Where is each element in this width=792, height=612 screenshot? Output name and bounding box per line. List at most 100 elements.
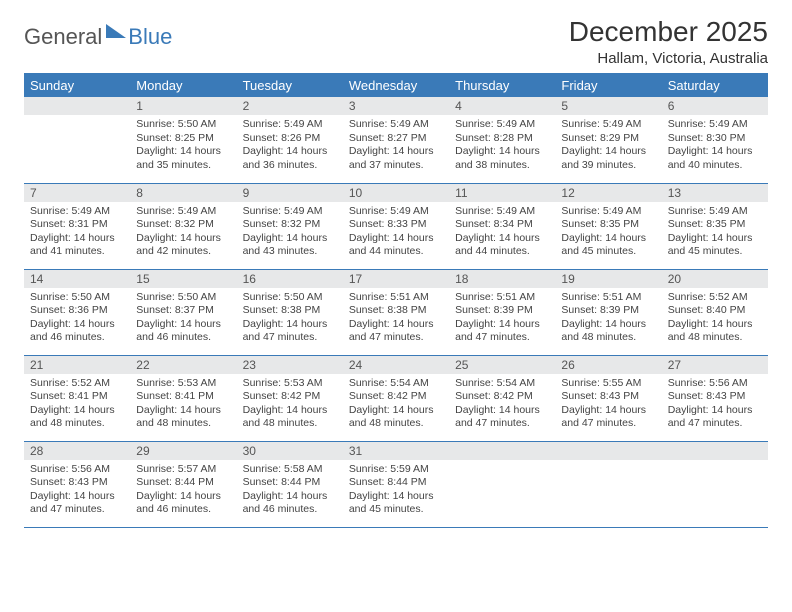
day-number: 20 (662, 270, 768, 288)
daylight-line: Daylight: 14 hours and 47 minutes. (30, 490, 124, 517)
day-data: Sunrise: 5:49 AMSunset: 8:29 PMDaylight:… (555, 115, 661, 178)
daylight-line: Daylight: 14 hours and 47 minutes. (561, 404, 655, 431)
calendar-cell: 19Sunrise: 5:51 AMSunset: 8:39 PMDayligh… (555, 269, 661, 355)
daylight-line: Daylight: 14 hours and 47 minutes. (349, 318, 443, 345)
sunrise-line: Sunrise: 5:49 AM (561, 118, 655, 132)
sunrise-line: Sunrise: 5:50 AM (136, 291, 230, 305)
calendar-cell: 15Sunrise: 5:50 AMSunset: 8:37 PMDayligh… (130, 269, 236, 355)
sunset-line: Sunset: 8:42 PM (349, 390, 443, 404)
day-header: Tuesday (237, 74, 343, 98)
sunrise-line: Sunrise: 5:55 AM (561, 377, 655, 391)
day-number: 2 (237, 97, 343, 115)
calendar-cell (24, 97, 130, 183)
day-number: 12 (555, 184, 661, 202)
day-number: 6 (662, 97, 768, 115)
day-data: Sunrise: 5:56 AMSunset: 8:43 PMDaylight:… (24, 460, 130, 523)
day-data: Sunrise: 5:49 AMSunset: 8:32 PMDaylight:… (237, 202, 343, 265)
day-data: Sunrise: 5:51 AMSunset: 8:39 PMDaylight:… (555, 288, 661, 351)
day-data: Sunrise: 5:54 AMSunset: 8:42 PMDaylight:… (449, 374, 555, 437)
day-number: 14 (24, 270, 130, 288)
sunset-line: Sunset: 8:39 PM (455, 304, 549, 318)
day-number: 11 (449, 184, 555, 202)
calendar-week: 1Sunrise: 5:50 AMSunset: 8:25 PMDaylight… (24, 97, 768, 183)
daylight-line: Daylight: 14 hours and 47 minutes. (243, 318, 337, 345)
day-data: Sunrise: 5:49 AMSunset: 8:32 PMDaylight:… (130, 202, 236, 265)
sunrise-line: Sunrise: 5:56 AM (30, 463, 124, 477)
sunset-line: Sunset: 8:34 PM (455, 218, 549, 232)
daylight-line: Daylight: 14 hours and 45 minutes. (561, 232, 655, 259)
daylight-line: Daylight: 14 hours and 43 minutes. (243, 232, 337, 259)
sunset-line: Sunset: 8:44 PM (136, 476, 230, 490)
day-data: Sunrise: 5:52 AMSunset: 8:41 PMDaylight:… (24, 374, 130, 437)
sunset-line: Sunset: 8:43 PM (561, 390, 655, 404)
sunrise-line: Sunrise: 5:50 AM (136, 118, 230, 132)
day-data: Sunrise: 5:52 AMSunset: 8:40 PMDaylight:… (662, 288, 768, 351)
daylight-line: Daylight: 14 hours and 48 minutes. (349, 404, 443, 431)
sunset-line: Sunset: 8:37 PM (136, 304, 230, 318)
daylight-line: Daylight: 14 hours and 45 minutes. (668, 232, 762, 259)
day-data: Sunrise: 5:49 AMSunset: 8:35 PMDaylight:… (662, 202, 768, 265)
sunset-line: Sunset: 8:44 PM (349, 476, 443, 490)
day-data: Sunrise: 5:55 AMSunset: 8:43 PMDaylight:… (555, 374, 661, 437)
daylight-line: Daylight: 14 hours and 35 minutes. (136, 145, 230, 172)
sunrise-line: Sunrise: 5:56 AM (668, 377, 762, 391)
day-data: Sunrise: 5:49 AMSunset: 8:31 PMDaylight:… (24, 202, 130, 265)
daylight-line: Daylight: 14 hours and 46 minutes. (136, 318, 230, 345)
sunset-line: Sunset: 8:39 PM (561, 304, 655, 318)
calendar-cell: 8Sunrise: 5:49 AMSunset: 8:32 PMDaylight… (130, 183, 236, 269)
calendar-cell: 7Sunrise: 5:49 AMSunset: 8:31 PMDaylight… (24, 183, 130, 269)
daylight-line: Daylight: 14 hours and 48 minutes. (243, 404, 337, 431)
sunset-line: Sunset: 8:38 PM (349, 304, 443, 318)
calendar-cell: 18Sunrise: 5:51 AMSunset: 8:39 PMDayligh… (449, 269, 555, 355)
sunset-line: Sunset: 8:43 PM (668, 390, 762, 404)
sunrise-line: Sunrise: 5:51 AM (561, 291, 655, 305)
daylight-line: Daylight: 14 hours and 40 minutes. (668, 145, 762, 172)
daylight-line: Daylight: 14 hours and 38 minutes. (455, 145, 549, 172)
location-text: Hallam, Victoria, Australia (569, 50, 768, 67)
day-number (449, 442, 555, 460)
daylight-line: Daylight: 14 hours and 45 minutes. (349, 490, 443, 517)
sunrise-line: Sunrise: 5:49 AM (349, 118, 443, 132)
calendar-cell: 13Sunrise: 5:49 AMSunset: 8:35 PMDayligh… (662, 183, 768, 269)
sunset-line: Sunset: 8:44 PM (243, 476, 337, 490)
day-number: 13 (662, 184, 768, 202)
calendar-cell: 11Sunrise: 5:49 AMSunset: 8:34 PMDayligh… (449, 183, 555, 269)
day-data: Sunrise: 5:56 AMSunset: 8:43 PMDaylight:… (662, 374, 768, 437)
day-number: 7 (24, 184, 130, 202)
sunrise-line: Sunrise: 5:59 AM (349, 463, 443, 477)
sunset-line: Sunset: 8:38 PM (243, 304, 337, 318)
calendar-cell: 26Sunrise: 5:55 AMSunset: 8:43 PMDayligh… (555, 355, 661, 441)
calendar-week: 7Sunrise: 5:49 AMSunset: 8:31 PMDaylight… (24, 183, 768, 269)
calendar-cell: 1Sunrise: 5:50 AMSunset: 8:25 PMDaylight… (130, 97, 236, 183)
calendar-week: 21Sunrise: 5:52 AMSunset: 8:41 PMDayligh… (24, 355, 768, 441)
calendar-table: SundayMondayTuesdayWednesdayThursdayFrid… (24, 73, 768, 528)
day-number: 27 (662, 356, 768, 374)
day-data: Sunrise: 5:49 AMSunset: 8:35 PMDaylight:… (555, 202, 661, 265)
day-number: 23 (237, 356, 343, 374)
day-number: 29 (130, 442, 236, 460)
sunrise-line: Sunrise: 5:54 AM (455, 377, 549, 391)
sunset-line: Sunset: 8:35 PM (668, 218, 762, 232)
sunrise-line: Sunrise: 5:49 AM (668, 205, 762, 219)
daylight-line: Daylight: 14 hours and 48 minutes. (136, 404, 230, 431)
calendar-cell: 14Sunrise: 5:50 AMSunset: 8:36 PMDayligh… (24, 269, 130, 355)
calendar-cell: 20Sunrise: 5:52 AMSunset: 8:40 PMDayligh… (662, 269, 768, 355)
day-header: Wednesday (343, 74, 449, 98)
day-data: Sunrise: 5:49 AMSunset: 8:27 PMDaylight:… (343, 115, 449, 178)
day-data: Sunrise: 5:50 AMSunset: 8:36 PMDaylight:… (24, 288, 130, 351)
day-header: Sunday (24, 74, 130, 98)
day-data: Sunrise: 5:57 AMSunset: 8:44 PMDaylight:… (130, 460, 236, 523)
sunset-line: Sunset: 8:26 PM (243, 132, 337, 146)
calendar-body: 1Sunrise: 5:50 AMSunset: 8:25 PMDaylight… (24, 97, 768, 527)
calendar-cell: 3Sunrise: 5:49 AMSunset: 8:27 PMDaylight… (343, 97, 449, 183)
page-title: December 2025 (569, 16, 768, 48)
day-number: 28 (24, 442, 130, 460)
day-data: Sunrise: 5:54 AMSunset: 8:42 PMDaylight:… (343, 374, 449, 437)
daylight-line: Daylight: 14 hours and 37 minutes. (349, 145, 443, 172)
day-data: Sunrise: 5:50 AMSunset: 8:37 PMDaylight:… (130, 288, 236, 351)
day-number: 19 (555, 270, 661, 288)
sunrise-line: Sunrise: 5:49 AM (243, 205, 337, 219)
sunrise-line: Sunrise: 5:49 AM (455, 205, 549, 219)
sunrise-line: Sunrise: 5:58 AM (243, 463, 337, 477)
calendar-cell: 17Sunrise: 5:51 AMSunset: 8:38 PMDayligh… (343, 269, 449, 355)
